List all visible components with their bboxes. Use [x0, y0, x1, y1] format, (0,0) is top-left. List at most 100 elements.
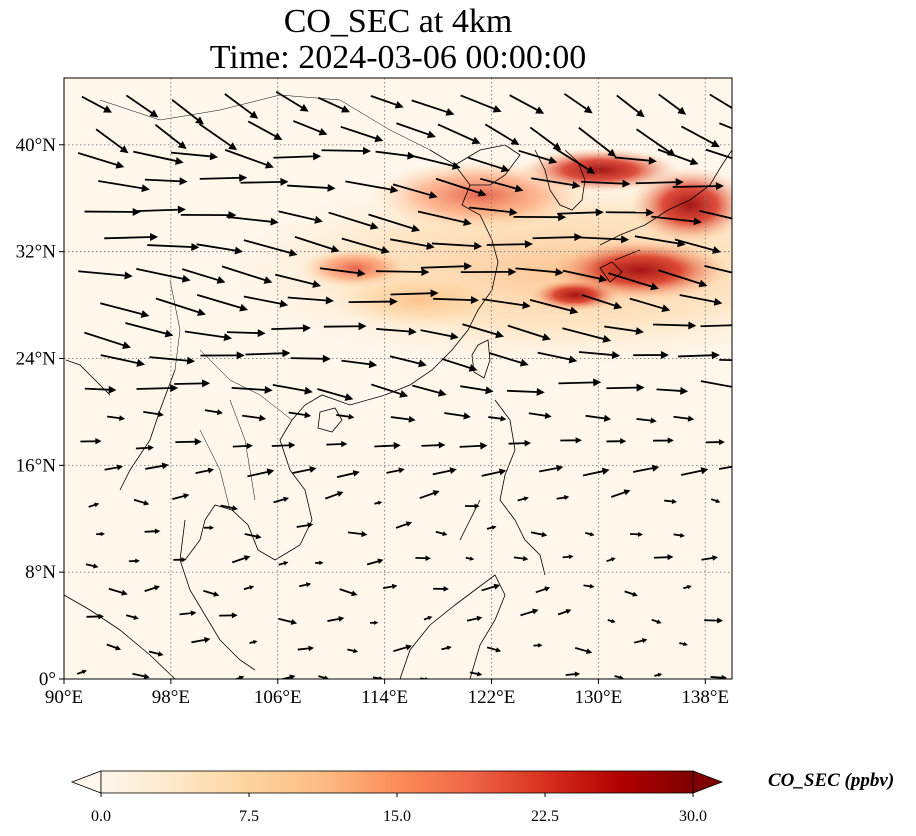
wind-arrow: [465, 556, 475, 561]
wind-arrow-head: [450, 332, 459, 341]
wind-arrow-head: [398, 467, 405, 474]
wind-arrow: [585, 531, 595, 537]
wind-arrow: [288, 411, 312, 419]
wind-arrow-shaft: [537, 351, 573, 361]
wind-arrow: [294, 235, 340, 253]
wind-arrow-shaft: [144, 586, 157, 592]
wind-arrow: [460, 267, 517, 276]
wind-arrow-head: [491, 525, 497, 530]
wind-arrow-shaft: [275, 90, 305, 110]
wind-arrow-shaft: [608, 272, 654, 288]
wind-arrow: [710, 674, 728, 679]
wind-arrow-shaft: [271, 327, 306, 331]
wind-arrow: [562, 554, 574, 560]
wind-arrow-head: [243, 555, 251, 561]
wind-arrow-head: [391, 583, 398, 590]
wind-arrow-head: [500, 415, 507, 422]
colorbar: 0.0 7.5 15.0 22.5 30.0: [70, 770, 724, 825]
wind-arrow-shaft: [133, 150, 179, 163]
wind-arrow: [273, 152, 322, 161]
wind-arrow-head: [598, 274, 608, 283]
wind-arrow-shaft: [191, 638, 207, 644]
wind-arrow-shaft: [700, 324, 732, 328]
wind-arrow-shaft: [719, 358, 732, 362]
wind-arrow-shaft: [578, 351, 615, 357]
wind-arrow: [431, 241, 483, 250]
wind-arrow-shaft: [95, 128, 125, 151]
wind-arrow: [144, 177, 188, 186]
wind-arrow: [143, 410, 164, 418]
wind-arrow-head: [715, 498, 721, 504]
wind-arrow-shaft: [136, 267, 186, 281]
wind-arrow: [507, 388, 545, 397]
wind-arrow-shaft: [328, 211, 374, 228]
wind-arrow: [486, 525, 497, 530]
wind-arrow-shaft: [486, 243, 528, 246]
wind-arrow: [511, 680, 521, 684]
wind-arrow-shaft: [278, 210, 318, 222]
coastline-hainan: [317, 407, 343, 433]
wind-arrow: [486, 646, 502, 653]
wind-arrow-shaft: [273, 155, 316, 159]
wind-arrow: [173, 557, 187, 563]
wind-arrow-shaft: [700, 380, 732, 388]
wind-arrow: [240, 177, 289, 186]
wind-arrow-shaft: [652, 323, 691, 327]
wind-arrow-head: [635, 109, 645, 118]
wind-arrow: [174, 379, 211, 388]
wind-arrow: [374, 500, 383, 506]
wind-arrow: [719, 122, 732, 130]
wind-arrow-shaft: [174, 382, 205, 385]
wind-arrow: [467, 156, 510, 173]
wind-arrow-head: [613, 301, 623, 310]
wind-arrow: [203, 525, 215, 531]
wind-arrow-head: [266, 468, 275, 476]
wind-arrow-head: [446, 645, 452, 651]
wind-arrow-head: [575, 437, 582, 444]
wind-arrow-shaft: [565, 673, 577, 676]
wind-arrow-shaft: [528, 412, 548, 417]
wind-arrow: [700, 380, 732, 388]
wind-arrow: [710, 498, 721, 504]
wind-arrow: [200, 351, 245, 360]
wind-arrow-shaft: [459, 444, 483, 448]
wind-arrow: [386, 467, 405, 474]
wind-arrow: [232, 442, 253, 450]
wind-arrow-shaft: [133, 498, 146, 505]
wind-arrow-head: [717, 617, 724, 624]
wind-arrow-head: [378, 676, 384, 679]
wind-arrow: [347, 648, 359, 654]
wind-arrow-shaft: [420, 265, 467, 269]
wind-arrow-shaft: [376, 328, 412, 333]
wind-arrow: [243, 585, 255, 591]
wind-arrow: [136, 267, 191, 283]
wind-arrow: [460, 94, 502, 113]
wind-arrow-shaft: [340, 125, 379, 140]
colorbar-ticks: 0.0 7.5 15.0 22.5 30.0: [91, 793, 707, 825]
wind-arrow-head: [607, 148, 617, 157]
wind-arrow-head: [305, 582, 312, 588]
wind-arrow-shaft: [710, 676, 724, 679]
wind-arrow-head: [374, 620, 379, 625]
wind-arrow-shaft: [606, 386, 640, 390]
colorbar-tick-label: 15.0: [383, 808, 411, 825]
wind-arrow: [271, 324, 311, 333]
wind-arrow: [195, 467, 214, 474]
wind-arrow: [175, 438, 202, 446]
wind-arrow-head: [154, 528, 161, 535]
wind-arrow-head: [270, 217, 279, 226]
gridlines: [64, 78, 732, 679]
wind-arrow: [275, 273, 322, 288]
wind-arrow-shaft: [658, 93, 683, 113]
wind-arrow: [658, 269, 708, 288]
wind-arrow-shaft: [104, 466, 120, 471]
wind-arrow-head: [667, 437, 674, 444]
coastline-taiwan: [471, 339, 491, 379]
wind-arrow-shaft: [481, 585, 497, 592]
wind-arrow-shaft: [467, 156, 505, 171]
wind-arrow-shaft: [520, 610, 535, 617]
wind-arrow-head: [177, 140, 187, 150]
wind-arrow-head: [593, 378, 602, 387]
wind-arrow: [719, 358, 732, 362]
wind-arrow-head: [197, 308, 206, 316]
